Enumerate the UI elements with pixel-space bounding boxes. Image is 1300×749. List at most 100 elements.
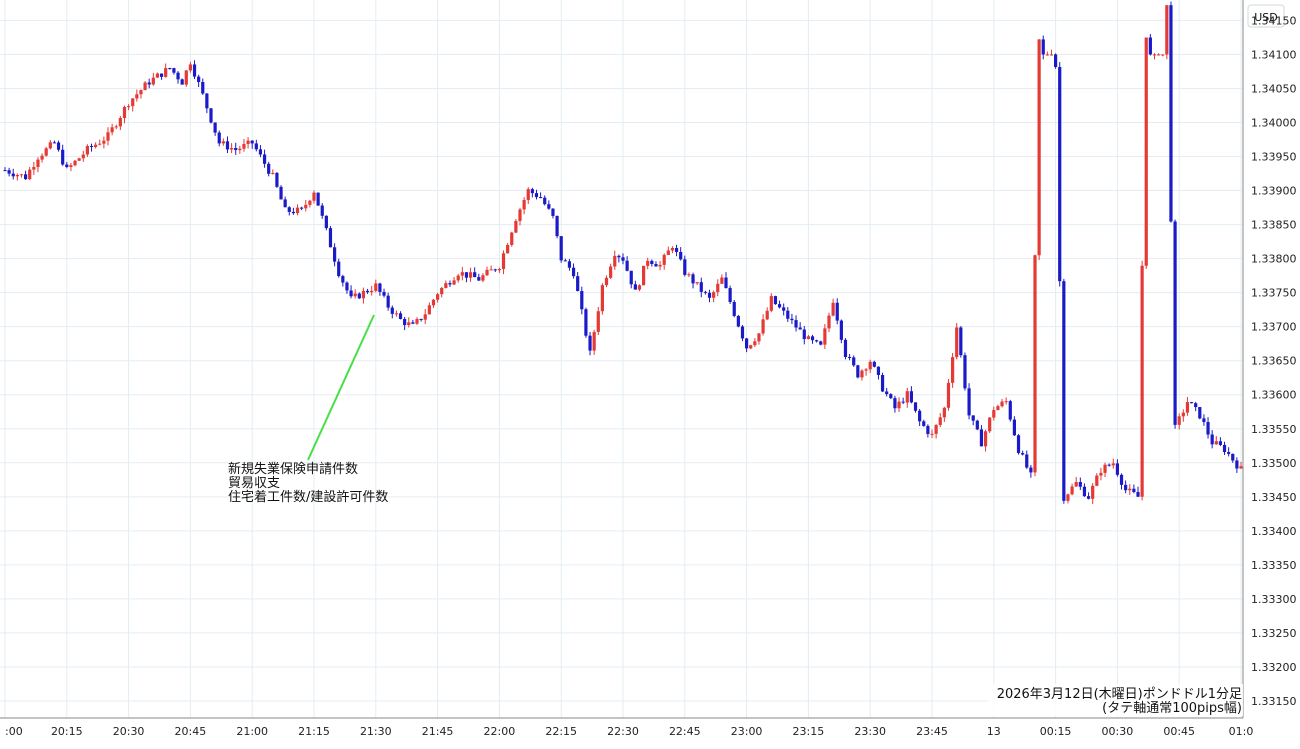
candle-body (333, 247, 337, 262)
candle-body (411, 322, 415, 324)
candle-body (773, 296, 778, 305)
candle-body (106, 132, 110, 141)
candle-body (1045, 54, 1049, 56)
candle-body (1132, 488, 1136, 493)
candle-body (843, 339, 848, 358)
candle-body (769, 296, 773, 311)
candle-body (1222, 444, 1227, 453)
candle-body (69, 165, 73, 168)
candle-body (1214, 441, 1218, 445)
candle-body (234, 148, 238, 151)
candle-body (724, 277, 728, 289)
candle-body (403, 318, 407, 326)
candle-body (658, 264, 662, 267)
candle-body (328, 228, 333, 248)
candle-body (588, 335, 592, 351)
annotation-line-3: 住宅着工件数/建設許可件数 (228, 489, 388, 505)
candle-body (477, 277, 481, 281)
candle-body (1157, 54, 1161, 56)
candle-body (110, 127, 114, 133)
candle-body (510, 232, 514, 245)
y-tick-label: 1.33800 (1251, 253, 1297, 266)
candle-body (468, 272, 473, 278)
x-tick-label: 00:15 (1040, 725, 1072, 738)
candle-body (192, 64, 197, 77)
candle-body (1033, 255, 1037, 473)
candle-body (225, 141, 230, 150)
candle-body (848, 357, 852, 359)
y-tick-label: 1.33350 (1251, 559, 1297, 572)
candle-body (633, 284, 637, 290)
y-tick-label: 1.33300 (1251, 593, 1297, 606)
candle-body (320, 205, 324, 216)
candle-body (440, 287, 444, 295)
y-tick-label: 1.34150 (1251, 14, 1297, 27)
candle-body (188, 64, 192, 71)
candle-body (971, 415, 975, 421)
candle-body (1054, 54, 1058, 68)
candle-body (19, 174, 24, 176)
candle-body (1086, 496, 1091, 499)
y-tick-labels: 1.34150 1.34100 1.34050 1.34000 1.33950 1.339… (1251, 14, 1297, 708)
candle-body (1016, 435, 1021, 454)
x-tick-label: 23:00 (731, 725, 763, 738)
candle-body (44, 148, 48, 156)
candle-body (1037, 39, 1041, 256)
candle-body (489, 269, 493, 271)
candle-body (1029, 467, 1033, 473)
candle-body (308, 200, 312, 205)
candle-body (526, 189, 530, 200)
candle-body (1239, 466, 1243, 469)
candle-body (238, 148, 242, 151)
candle-body (135, 94, 139, 99)
candle-body (283, 199, 287, 208)
candle-body (28, 169, 32, 180)
candle-body (963, 355, 967, 389)
candle-body (514, 220, 518, 233)
candle-body (345, 282, 349, 291)
candle-body (300, 207, 304, 209)
candle-body (761, 319, 765, 334)
candle-body (716, 283, 720, 293)
candle-body (48, 142, 52, 149)
candle-body (856, 365, 860, 378)
candle-body (1198, 407, 1202, 419)
candle-body (36, 159, 40, 168)
candle-body (543, 197, 547, 205)
candle-body (89, 146, 94, 148)
candle-body (436, 294, 440, 300)
candle-body (806, 336, 810, 340)
candle-body (473, 272, 477, 278)
candle-body (621, 257, 625, 261)
candle-body (1111, 463, 1115, 466)
candle-body (1169, 5, 1173, 222)
y-tick-label: 1.33500 (1251, 457, 1297, 470)
candle-body (596, 311, 600, 332)
candle-body (930, 433, 934, 435)
candle-body (909, 391, 913, 403)
candle-body (922, 421, 926, 426)
y-tick-label: 1.33200 (1251, 661, 1297, 674)
candle-body (674, 248, 679, 252)
candle-body (427, 305, 431, 315)
candle-body (823, 328, 827, 345)
candle-body (11, 173, 15, 177)
x-tick-label: 20:30 (113, 725, 145, 738)
candle-body (370, 290, 374, 293)
candle-body (732, 301, 736, 316)
y-tick-label: 1.33950 (1251, 151, 1297, 164)
x-tick-label: 22:45 (669, 725, 701, 738)
candle-body (975, 420, 979, 430)
candle-body (184, 70, 188, 85)
candle-body (77, 158, 81, 161)
x-tick-label: 01:0 (1229, 725, 1254, 738)
candle-body (786, 310, 790, 319)
candle-body (1062, 281, 1066, 501)
x-tick-label: 21:15 (298, 725, 330, 738)
candle-body (654, 263, 658, 267)
candle-body (563, 260, 567, 262)
candle-body (712, 292, 716, 298)
